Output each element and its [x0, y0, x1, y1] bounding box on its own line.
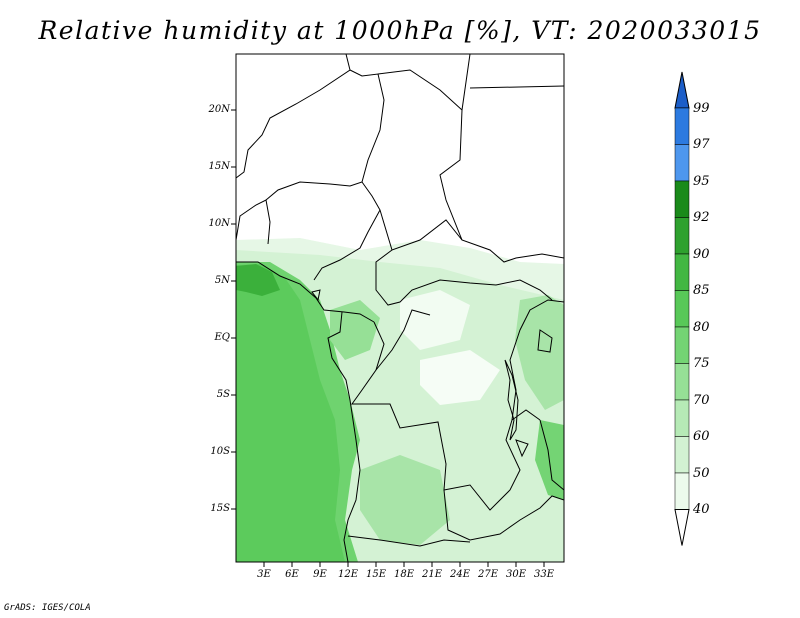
humidity-field — [236, 54, 564, 562]
lat-label-5n: 5N — [214, 275, 230, 286]
colorbar-segment — [674, 472, 690, 510]
colorbar-label-99: 99 — [693, 101, 710, 116]
colorbar-label-70: 70 — [693, 393, 710, 408]
lon-label-9e: 9E — [313, 569, 327, 580]
lon-label-18e: 18E — [393, 569, 415, 580]
lat-label-20n: 20N — [208, 104, 230, 115]
lat-label-15s: 15S — [210, 503, 230, 514]
lon-label-15e: 15E — [365, 569, 387, 580]
colorbar-segment — [674, 253, 690, 291]
colorbar-segment — [674, 180, 690, 218]
colorbar-label-92: 92 — [693, 210, 710, 225]
colorbar-label-75: 75 — [693, 356, 710, 371]
lat-ticks — [231, 109, 236, 510]
colorbar-label-95: 95 — [693, 174, 710, 189]
colorbar-label-40: 40 — [693, 502, 710, 517]
colorbar-segment — [674, 107, 690, 145]
colorbar-segment — [674, 144, 690, 182]
colorbar-label-50: 50 — [693, 466, 710, 481]
grads-credit: GrADS: IGES/COLA — [4, 603, 91, 613]
colorbar-segment — [674, 290, 690, 328]
lon-label-24e: 24E — [449, 569, 471, 580]
lat-label-eq: EQ — [214, 332, 231, 343]
colorbar-label-97: 97 — [693, 137, 710, 152]
colorbar-label-90: 90 — [693, 247, 710, 262]
lat-label-15n: 15N — [208, 161, 230, 172]
colorbar-label-80: 80 — [693, 320, 710, 335]
colorbar-arrow-bottom — [674, 509, 690, 546]
lon-label-21e: 21E — [421, 569, 443, 580]
map-frame — [235, 53, 565, 563]
lon-label-12e: 12E — [337, 569, 359, 580]
lon-label-6e: 6E — [285, 569, 299, 580]
colorbar-segment — [674, 399, 690, 437]
lon-label-33e: 33E — [533, 569, 555, 580]
colorbar-segment — [674, 217, 690, 255]
lakes — [311, 289, 553, 458]
lat-label-5s: 5S — [216, 389, 230, 400]
lon-label-3e: 3E — [257, 569, 271, 580]
lat-label-10s: 10S — [210, 446, 230, 457]
colorbar-segment — [674, 326, 690, 364]
colorbar-label-85: 85 — [693, 283, 710, 298]
lon-label-27e: 27E — [477, 569, 499, 580]
lat-label-10n: 10N — [208, 218, 230, 229]
colorbar-segment — [674, 436, 690, 474]
lon-label-30e: 30E — [505, 569, 527, 580]
page-title: Relative humidity at 1000hPa [%], VT: 20… — [38, 16, 762, 45]
colorbar-segment — [674, 363, 690, 401]
lon-ticks — [263, 562, 545, 567]
colorbar-label-60: 60 — [693, 429, 710, 444]
colorbar — [674, 71, 690, 546]
colorbar-arrow-top — [674, 71, 690, 109]
